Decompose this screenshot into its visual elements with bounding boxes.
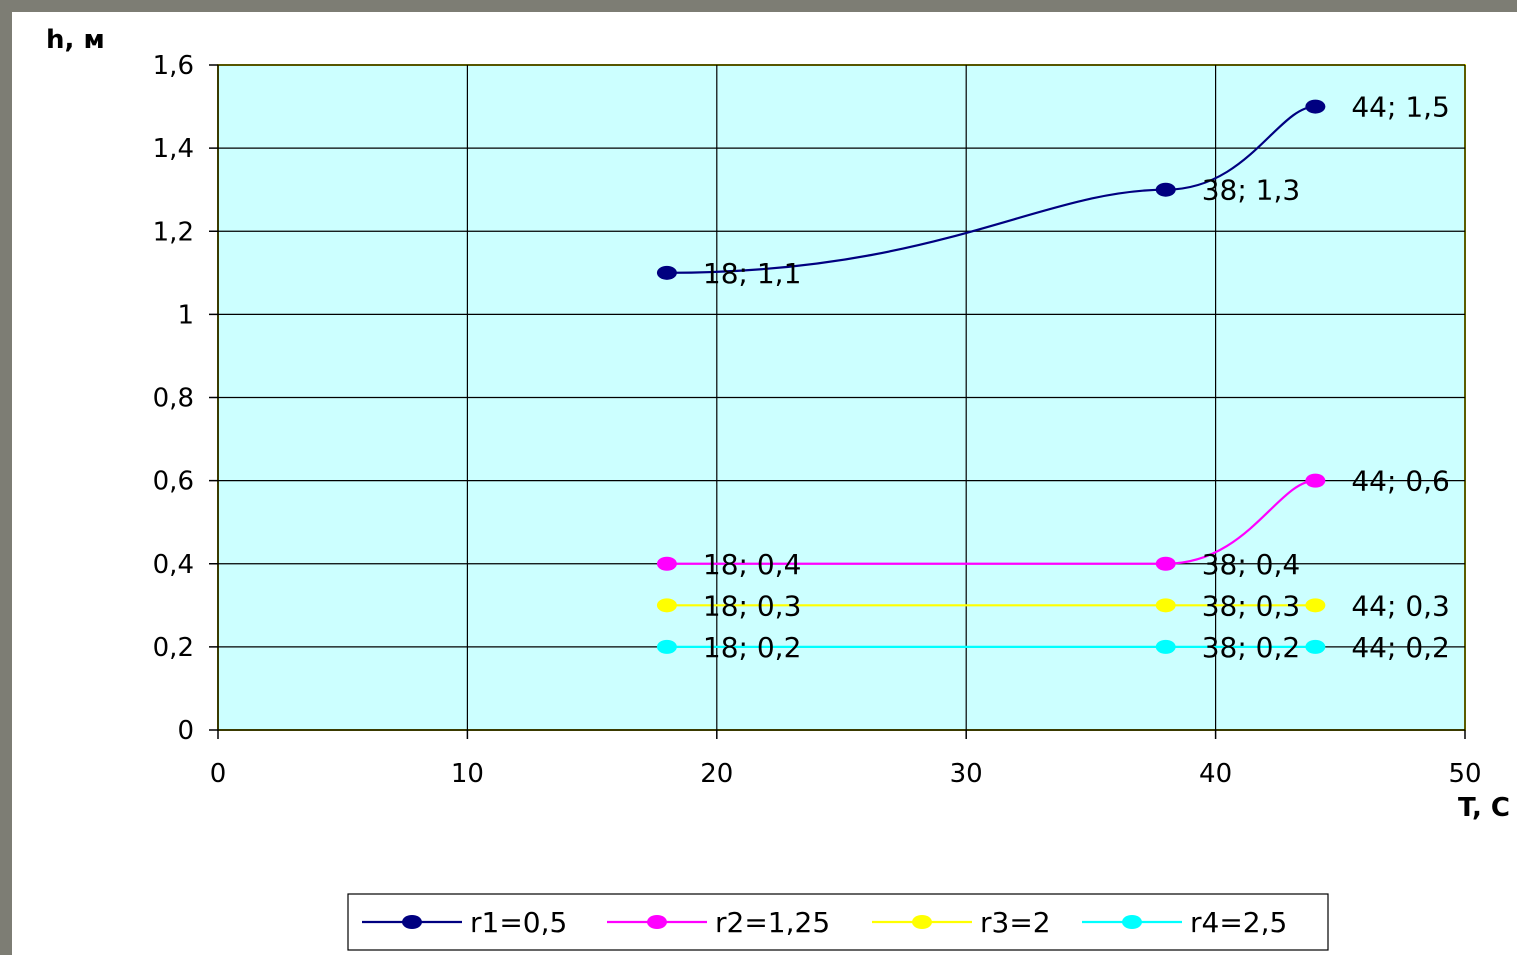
data-point [1155,182,1176,197]
legend-label: r4=2,5 [1190,906,1287,939]
data-label: 38; 0,3 [1202,589,1301,622]
legend-label: r2=1,25 [715,906,830,939]
data-point [656,598,677,613]
x-tick-label: 50 [1448,759,1481,789]
data-label: 38; 0,4 [1202,548,1301,581]
data-label: 18; 0,4 [703,548,802,581]
data-label: 44; 0,3 [1351,589,1450,622]
data-point [1155,639,1176,654]
data-label: 44; 0,2 [1351,631,1450,664]
series-line-1 [666,105,1316,274]
legend-marker [912,915,932,929]
legend: r1=0,5 r2=1,25 r3=2 r4=2,5 [347,893,1329,951]
data-label: 38; 0,2 [1202,631,1301,664]
axes [209,64,1466,739]
legend-marker [647,915,667,929]
x-tick-label: 10 [451,759,484,789]
legend-label: r3=2 [980,906,1051,939]
data-label: 44; 0,6 [1351,465,1450,498]
y-tick-label: 0,6 [153,467,194,497]
y-tick-label: 0 [177,716,194,746]
legend-label: r1=0,5 [470,906,567,939]
data-labels: 18; 1,1 38; 1,3 44; 1,5 18; 0,4 38; 0,4 44; 0… [703,91,1450,664]
x-tick-label: 20 [700,759,733,789]
data-label: 18; 0,2 [703,631,802,664]
legend-marker [1122,915,1142,929]
x-tick-labels: 0 10 20 30 40 50 [210,759,1482,789]
data-point [1305,99,1326,114]
data-point [656,265,677,280]
y-tick-label: 1,6 [153,51,194,81]
data-label: 18; 1,1 [703,257,802,290]
data-point [1155,556,1176,571]
data-point [656,639,677,654]
x-tick-label: 30 [950,759,983,789]
y-tick-label: 0,4 [153,550,194,580]
x-axis-title: T, C [1458,793,1510,823]
data-point [656,556,677,571]
legend-marker [402,915,422,929]
line-chart: 0 0,2 0,4 0,6 0,8 1 1,2 1,4 1,6 0 10 20 30 40 50 h, м… [46,25,1510,951]
data-point [1305,639,1326,654]
series-line-2 [666,479,1316,565]
data-point [1305,473,1326,488]
chart-area: 0 0,2 0,4 0,6 0,8 1 1,2 1,4 1,6 0 10 20 30 40 50 h, м… [12,12,1517,955]
data-point [1305,598,1326,613]
data-label: 44; 1,5 [1351,91,1450,124]
data-label: 18; 0,3 [703,589,802,622]
y-tick-label: 0,2 [153,633,194,663]
series-group [656,99,1326,654]
y-tick-label: 1,4 [153,134,194,164]
x-tick-label: 0 [210,759,227,789]
y-tick-label: 1 [177,300,194,330]
y-tick-label: 1,2 [153,217,194,247]
data-label: 38; 1,3 [1202,174,1301,207]
x-tick-label: 40 [1199,759,1232,789]
y-axis-title: h, м [46,25,105,55]
y-tick-labels: 0 0,2 0,4 0,6 0,8 1 1,2 1,4 1,6 [153,51,194,746]
y-tick-label: 0,8 [153,384,194,414]
data-point [1155,598,1176,613]
